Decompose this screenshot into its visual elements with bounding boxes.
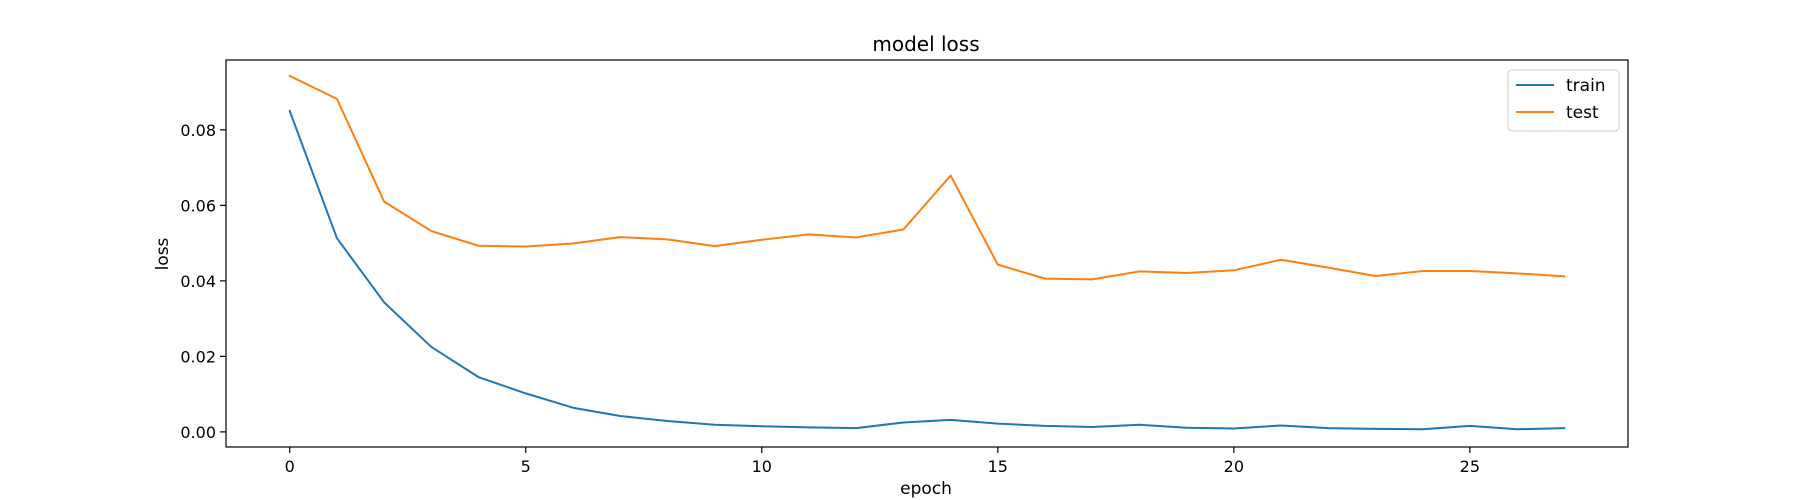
chart-title: model loss: [872, 32, 979, 56]
series-line-train: [288, 109, 1566, 431]
x-axis-label: epoch: [900, 479, 952, 499]
x-tick-label: 20: [1224, 457, 1244, 476]
x-tick-label: 5: [521, 457, 531, 476]
plot-area: 0 5 10 15 20 25 0.00 0.02 0.04 0.06 0.08: [180, 59, 1629, 476]
x-tick-label: 0: [285, 457, 295, 476]
y-axis-label: loss: [153, 237, 173, 270]
x-tick-label: 25: [1460, 457, 1480, 476]
legend-label-test: test: [1566, 103, 1599, 123]
axes-frame: [225, 59, 1629, 448]
y-tick-label: 0.02: [180, 347, 216, 366]
legend-label-train: train: [1566, 76, 1606, 96]
y-tick-label: 0.06: [180, 196, 216, 215]
y-tick-label: 0.04: [180, 272, 216, 291]
series-line-test: [288, 74, 1566, 281]
legend: train test: [1507, 69, 1620, 132]
y-tick-label: 0.00: [180, 423, 216, 442]
y-tick-label: 0.08: [180, 121, 216, 140]
x-tick-label: 15: [988, 457, 1008, 476]
x-tick-label: 10: [752, 457, 772, 476]
